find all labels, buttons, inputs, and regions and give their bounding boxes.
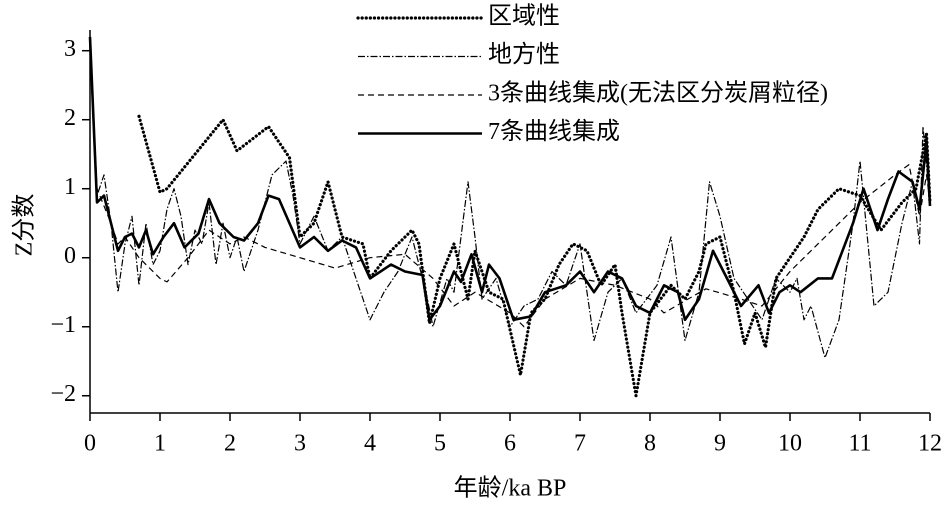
data-line (89, 36, 931, 328)
x-tick-label: 5 (434, 431, 446, 457)
x-tick-label: 12 (918, 431, 942, 457)
x-tick-label: 3 (294, 431, 306, 457)
y-tick-label: −1 (50, 312, 76, 338)
x-tick-label: 0 (84, 431, 96, 457)
x-tick-label: 11 (848, 431, 871, 457)
y-tick-label: −2 (50, 381, 76, 407)
y-tick-label: 1 (64, 174, 76, 200)
legend-label: 地方性 (488, 41, 560, 68)
legend-label: 3条曲线集成(无法区分炭屑粒径) (488, 80, 828, 107)
data-line (88, 36, 932, 322)
x-tick-label: 4 (364, 431, 376, 457)
legend-label: 区域性 (488, 3, 560, 30)
y-tick-label: 2 (64, 105, 76, 131)
data-line (89, 36, 931, 359)
y-tick-label: 0 (64, 243, 76, 269)
legend-label: 7条曲线集成 (488, 118, 620, 145)
x-tick-label: 9 (714, 431, 726, 457)
y-axis-label: Z分数 (11, 194, 38, 257)
x-tick-label: 2 (224, 431, 236, 457)
y-tick-label: 3 (64, 36, 76, 62)
x-tick-label: 8 (644, 431, 656, 457)
x-tick-label: 1 (154, 431, 166, 457)
x-tick-label: 10 (778, 431, 802, 457)
x-tick-label: 7 (574, 431, 586, 457)
x-axis-label: 年龄/ka BP (454, 475, 567, 502)
x-tick-label: 6 (504, 431, 516, 457)
data-line (137, 114, 932, 398)
